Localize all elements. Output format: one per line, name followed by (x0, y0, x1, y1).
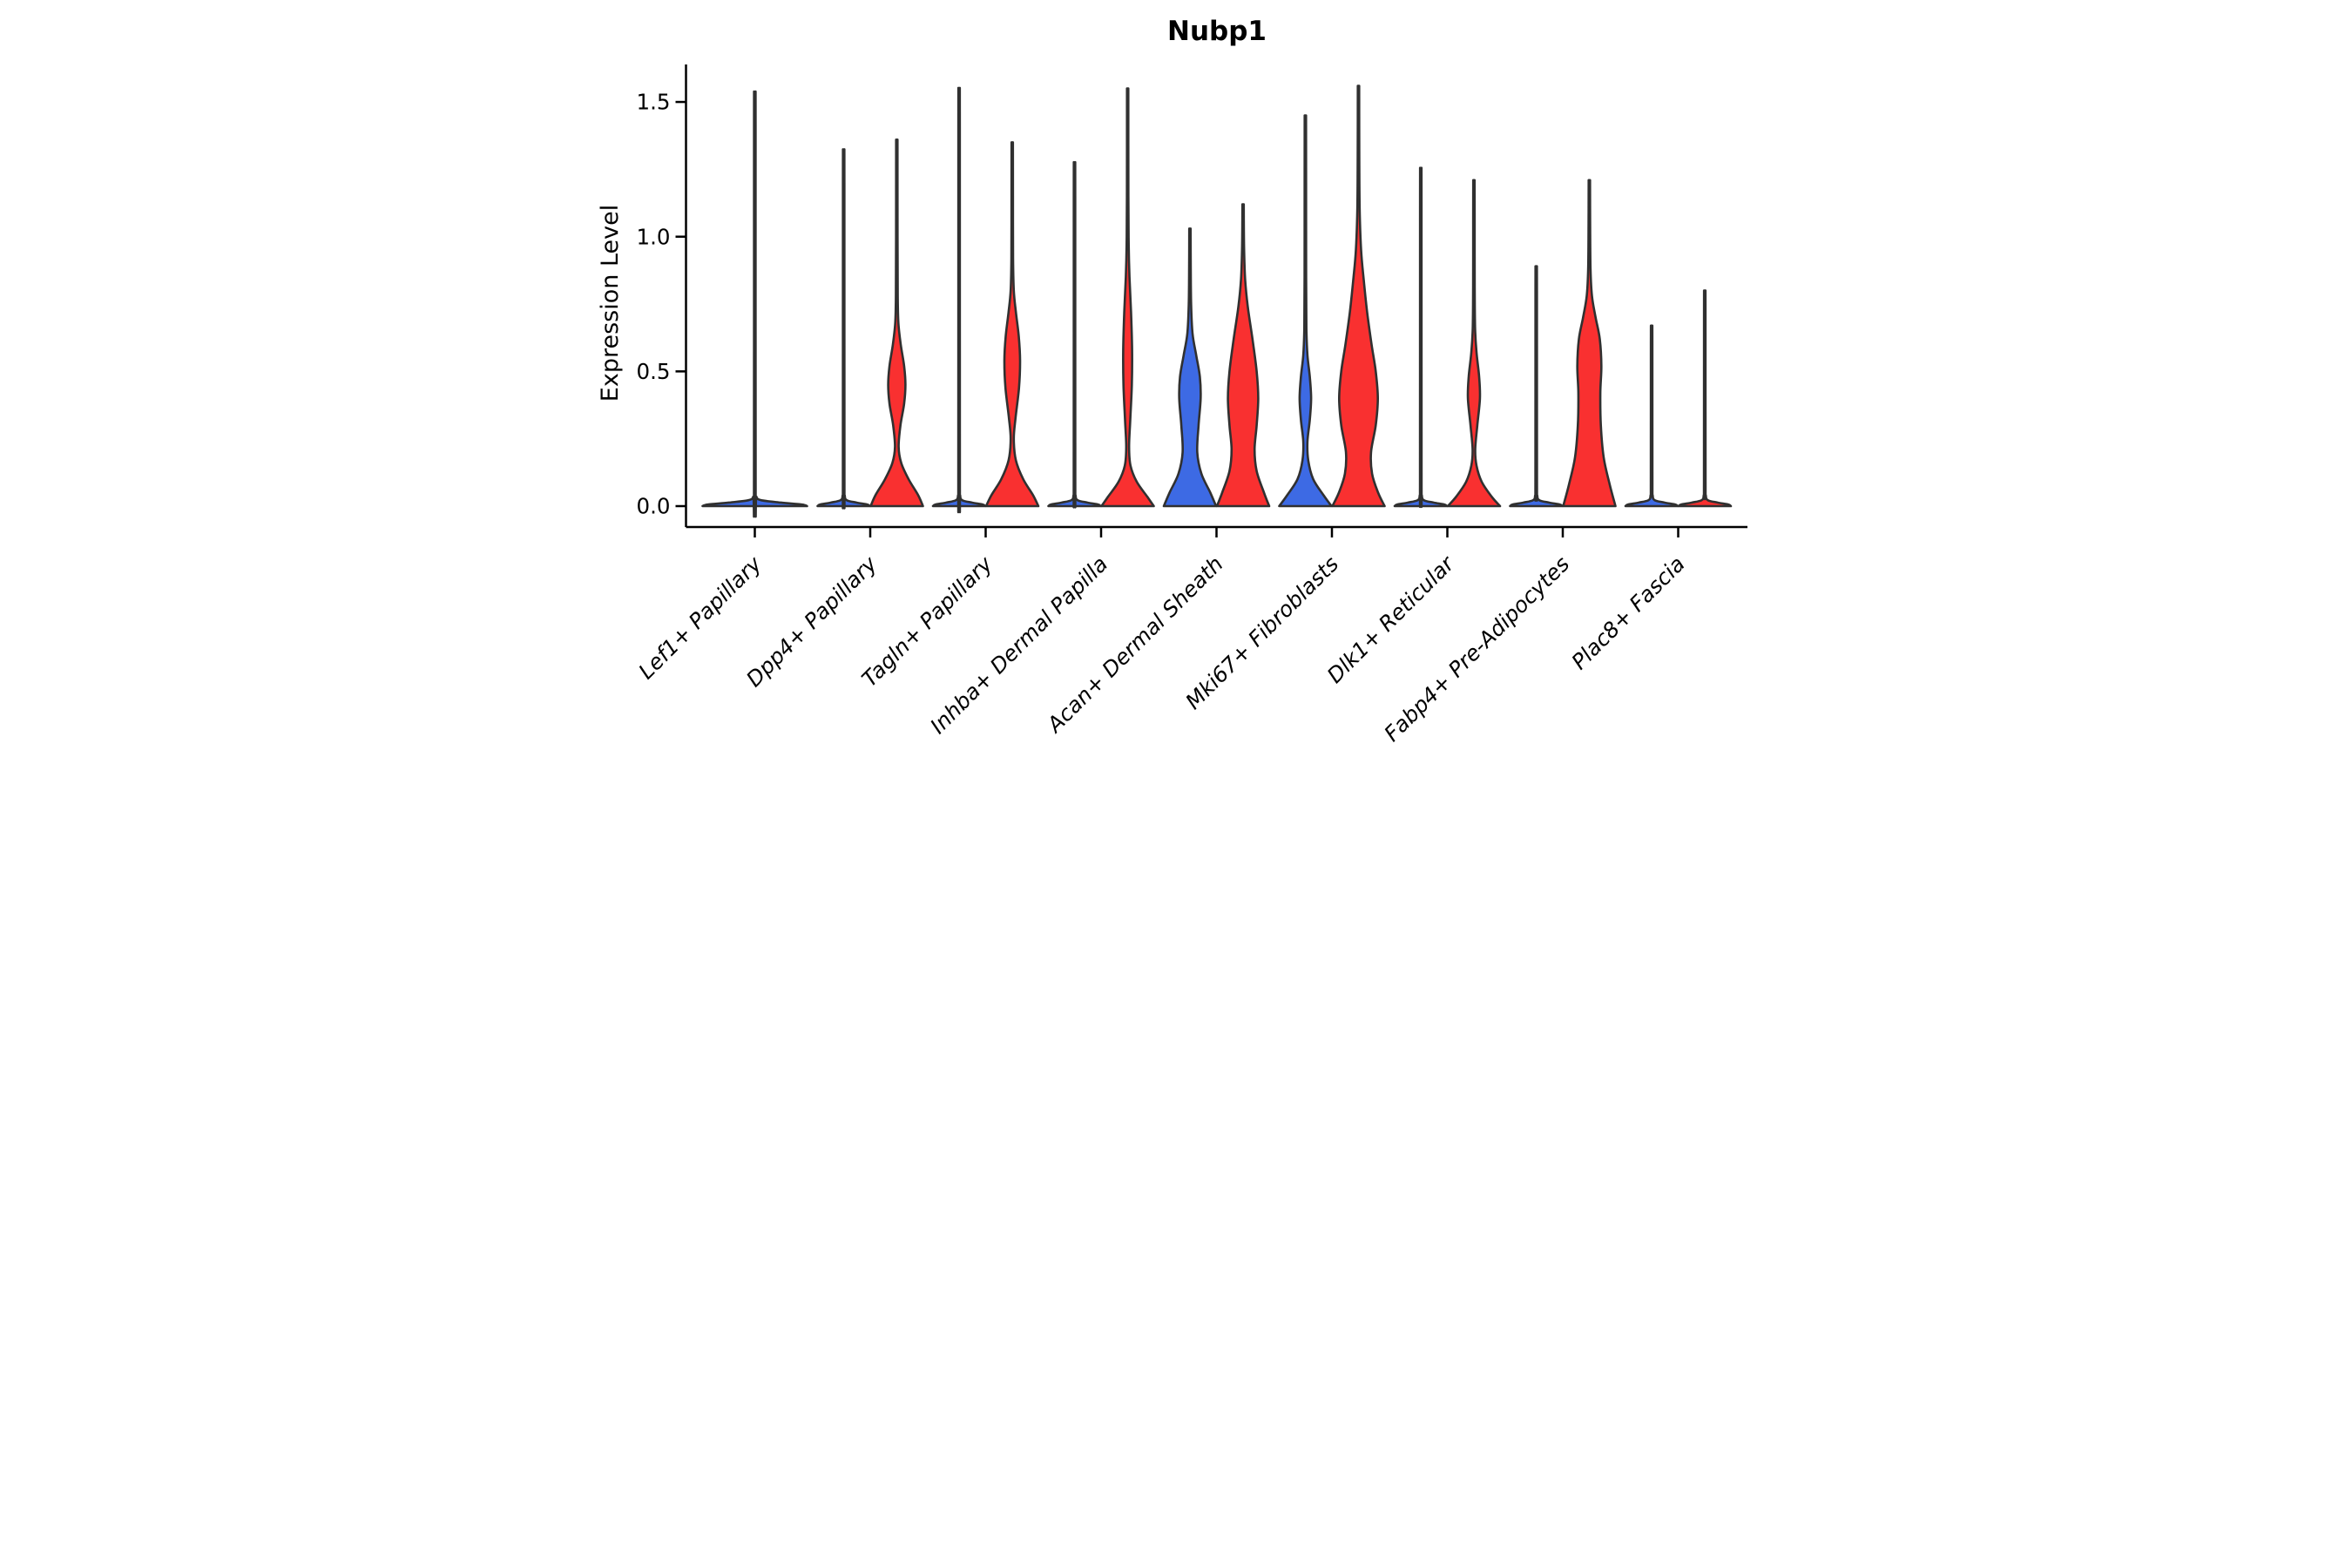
y-tick-label-0.5: 0.5 (637, 359, 671, 384)
plot-title: Nubp1 (1167, 16, 1267, 47)
violin-lef1-papillary-single (701, 90, 808, 518)
violin-fabp4-pre-adipocytes-left (1509, 265, 1564, 508)
violin-dlk1-reticular-left (1393, 166, 1449, 509)
violin-inhba-dermal-papilla-right (1100, 87, 1155, 508)
y-axis-label: Expression Level (597, 205, 624, 402)
violin-inhba-dermal-papilla-left (1047, 160, 1102, 509)
violin-plac8-fascia-left (1624, 324, 1680, 508)
y-tick-label-0.0: 0.0 (637, 494, 671, 519)
violin-dpp4-papillary-right (869, 139, 924, 508)
x-tick-label-plac8-fascia: Plac8+ Fascia (1566, 551, 1690, 675)
violin-plot-canvas: Nubp1 Expression Level 0.0 0.5 1.0 1.5 Lef1+… (597, 16, 1747, 747)
violin-plot-figure: Nubp1 Expression Level 0.0 0.5 1.0 1.5 Lef1+… (588, 0, 1764, 784)
violin-tagln-papillary-left (931, 86, 987, 514)
violin-plac8-fascia-right (1677, 289, 1733, 508)
violins-layer (701, 84, 1733, 518)
violin-dlk1-reticular-right (1446, 179, 1502, 508)
violin-acan-dermal-sheath-left (1162, 227, 1218, 508)
violin-dpp4-papillary-left (816, 148, 871, 510)
violin-fabp4-pre-adipocytes-right (1562, 179, 1617, 508)
violin-acan-dermal-sheath-right (1215, 203, 1271, 508)
y-tick-label-1.0: 1.0 (637, 224, 671, 249)
x-tick-label-lef1-papillary: Lef1+ Papillary (633, 551, 767, 684)
y-tick-label-1.5: 1.5 (637, 90, 671, 115)
x-tick-label-fabp4-pre-adipocytes: Fabp4+ Pre-Adipocytes (1379, 551, 1574, 747)
violin-mki67-fibroblasts-left (1278, 114, 1333, 508)
violin-tagln-papillary-right (984, 141, 1040, 508)
violin-mki67-fibroblasts-right (1331, 84, 1386, 508)
